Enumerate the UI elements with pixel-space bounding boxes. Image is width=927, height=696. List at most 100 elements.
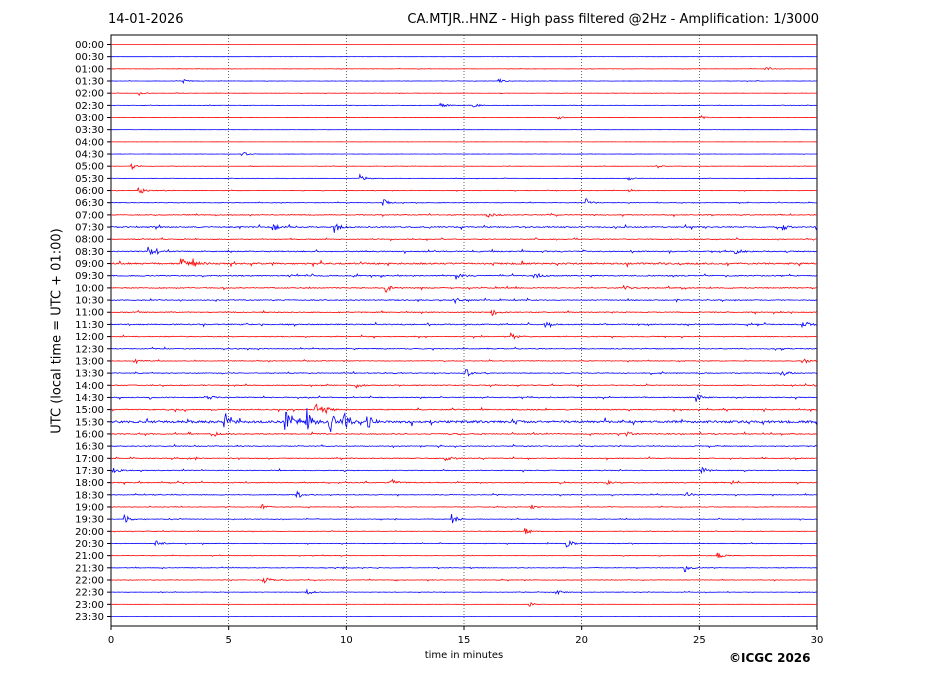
y-axis-label: UTC (local time = UTC + 01:00) bbox=[49, 228, 65, 434]
y-tick-label: 15:00 bbox=[75, 405, 104, 416]
y-tick-label: 17:30 bbox=[75, 466, 104, 477]
y-tick-label: 19:30 bbox=[75, 515, 104, 526]
seismic-trace bbox=[110, 466, 818, 475]
seismic-trace bbox=[110, 601, 818, 607]
x-tick-label: 25 bbox=[693, 635, 706, 646]
seismic-trace bbox=[110, 212, 818, 218]
y-tick-label: 00:00 bbox=[75, 40, 104, 51]
y-tick-label: 05:30 bbox=[75, 174, 104, 185]
y-tick-label: 01:00 bbox=[75, 64, 104, 75]
y-tick-label: 14:30 bbox=[75, 393, 104, 404]
y-tick-label: 15:30 bbox=[75, 417, 104, 428]
seismic-trace bbox=[111, 67, 818, 71]
seismic-trace bbox=[110, 102, 818, 108]
seismic-trace bbox=[110, 539, 818, 548]
x-tick-label: 5 bbox=[225, 635, 231, 646]
y-tick-label: 16:00 bbox=[75, 429, 104, 440]
y-tick-label: 16:30 bbox=[75, 442, 104, 453]
seismic-trace bbox=[110, 552, 818, 559]
seismic-trace bbox=[110, 258, 818, 268]
copyright-notice: ©ICGC 2026 bbox=[729, 651, 811, 665]
seismic-trace bbox=[110, 77, 818, 85]
y-tick-label: 07:30 bbox=[75, 223, 104, 234]
y-tick-label: 02:30 bbox=[75, 101, 104, 112]
seismic-trace bbox=[110, 163, 818, 171]
y-tick-label: 11:00 bbox=[75, 308, 104, 319]
y-tick-label: 10:00 bbox=[75, 283, 104, 294]
y-tick-label: 21:30 bbox=[75, 563, 104, 574]
x-tick-label: 0 bbox=[108, 635, 114, 646]
seismic-trace bbox=[110, 297, 818, 305]
y-tick-label: 03:00 bbox=[75, 113, 104, 124]
y-tick-label: 23:00 bbox=[75, 600, 104, 611]
y-tick-label: 01:30 bbox=[75, 77, 104, 88]
seismic-trace bbox=[110, 443, 818, 449]
y-tick-label: 02:00 bbox=[75, 89, 104, 100]
x-tick-label: 15 bbox=[458, 635, 471, 646]
seismic-trace bbox=[110, 346, 818, 351]
x-axis-label: time in minutes bbox=[424, 650, 504, 661]
seismic-trace bbox=[110, 383, 818, 389]
seismic-trace bbox=[110, 403, 818, 415]
y-tick-label: 06:30 bbox=[75, 198, 104, 209]
seismic-trace bbox=[110, 223, 818, 233]
y-tick-label: 13:00 bbox=[75, 356, 104, 367]
seismic-trace bbox=[110, 332, 818, 340]
seismic-trace bbox=[110, 588, 818, 596]
seismic-trace bbox=[110, 309, 818, 317]
plot-title: CA.MTJR..HNZ - High pass filtered @2Hz -… bbox=[407, 12, 819, 27]
seismic-trace bbox=[110, 503, 818, 510]
seismic-trace bbox=[110, 408, 818, 433]
y-tick-label: 06:00 bbox=[75, 186, 104, 197]
y-tick-label: 17:00 bbox=[75, 454, 104, 465]
plot-frame bbox=[110, 34, 818, 627]
y-tick-label: 03:30 bbox=[75, 125, 104, 136]
seismic-trace bbox=[110, 115, 818, 120]
y-tick-label: 08:00 bbox=[75, 235, 104, 246]
y-tick-label: 04:30 bbox=[75, 150, 104, 161]
y-tick-label: 22:00 bbox=[75, 575, 104, 586]
seismic-trace bbox=[110, 173, 818, 181]
y-tick-label: 23:30 bbox=[75, 612, 104, 623]
y-tick-label: 09:00 bbox=[75, 259, 104, 270]
y-tick-label: 11:30 bbox=[75, 320, 104, 331]
y-tick-label: 12:30 bbox=[75, 344, 104, 355]
seismic-trace bbox=[110, 187, 818, 194]
y-tick-label: 13:30 bbox=[75, 369, 104, 380]
y-tick-label: 22:30 bbox=[75, 588, 104, 599]
seismic-trace bbox=[110, 394, 818, 402]
seismic-trace bbox=[110, 577, 818, 584]
y-tick-label: 00:30 bbox=[75, 52, 104, 63]
x-tick-label: 10 bbox=[340, 635, 353, 646]
seismic-trace bbox=[110, 152, 818, 157]
seismic-trace bbox=[110, 456, 818, 462]
seismic-trace bbox=[110, 246, 818, 256]
seismic-trace bbox=[110, 321, 818, 329]
seismic-trace bbox=[110, 198, 818, 206]
seismic-trace bbox=[110, 565, 818, 573]
y-tick-label: 18:30 bbox=[75, 490, 104, 501]
y-tick-label: 20:30 bbox=[75, 539, 104, 550]
y-tick-label: 05:00 bbox=[75, 162, 104, 173]
y-tick-label: 08:30 bbox=[75, 247, 104, 258]
y-tick-label: 14:00 bbox=[75, 381, 104, 392]
seismic-trace bbox=[110, 92, 818, 97]
seismic-trace bbox=[110, 272, 818, 280]
seismic-trace bbox=[110, 358, 818, 365]
y-tick-label: 21:00 bbox=[75, 551, 104, 562]
seismic-trace bbox=[111, 284, 818, 293]
y-tick-label: 07:00 bbox=[75, 210, 104, 221]
seismic-trace bbox=[110, 528, 818, 535]
seismic-trace bbox=[110, 369, 818, 377]
seismic-trace bbox=[110, 490, 818, 499]
y-tick-label: 04:00 bbox=[75, 137, 104, 148]
y-tick-label: 10:30 bbox=[75, 296, 104, 307]
x-tick-label: 30 bbox=[811, 635, 824, 646]
seismic-trace bbox=[110, 513, 818, 524]
seismic-trace bbox=[110, 478, 818, 486]
x-tick-label: 20 bbox=[575, 635, 588, 646]
y-tick-label: 18:00 bbox=[75, 478, 104, 489]
y-tick-label: 12:00 bbox=[75, 332, 104, 343]
plot-date: 14-01-2026 bbox=[108, 12, 184, 27]
